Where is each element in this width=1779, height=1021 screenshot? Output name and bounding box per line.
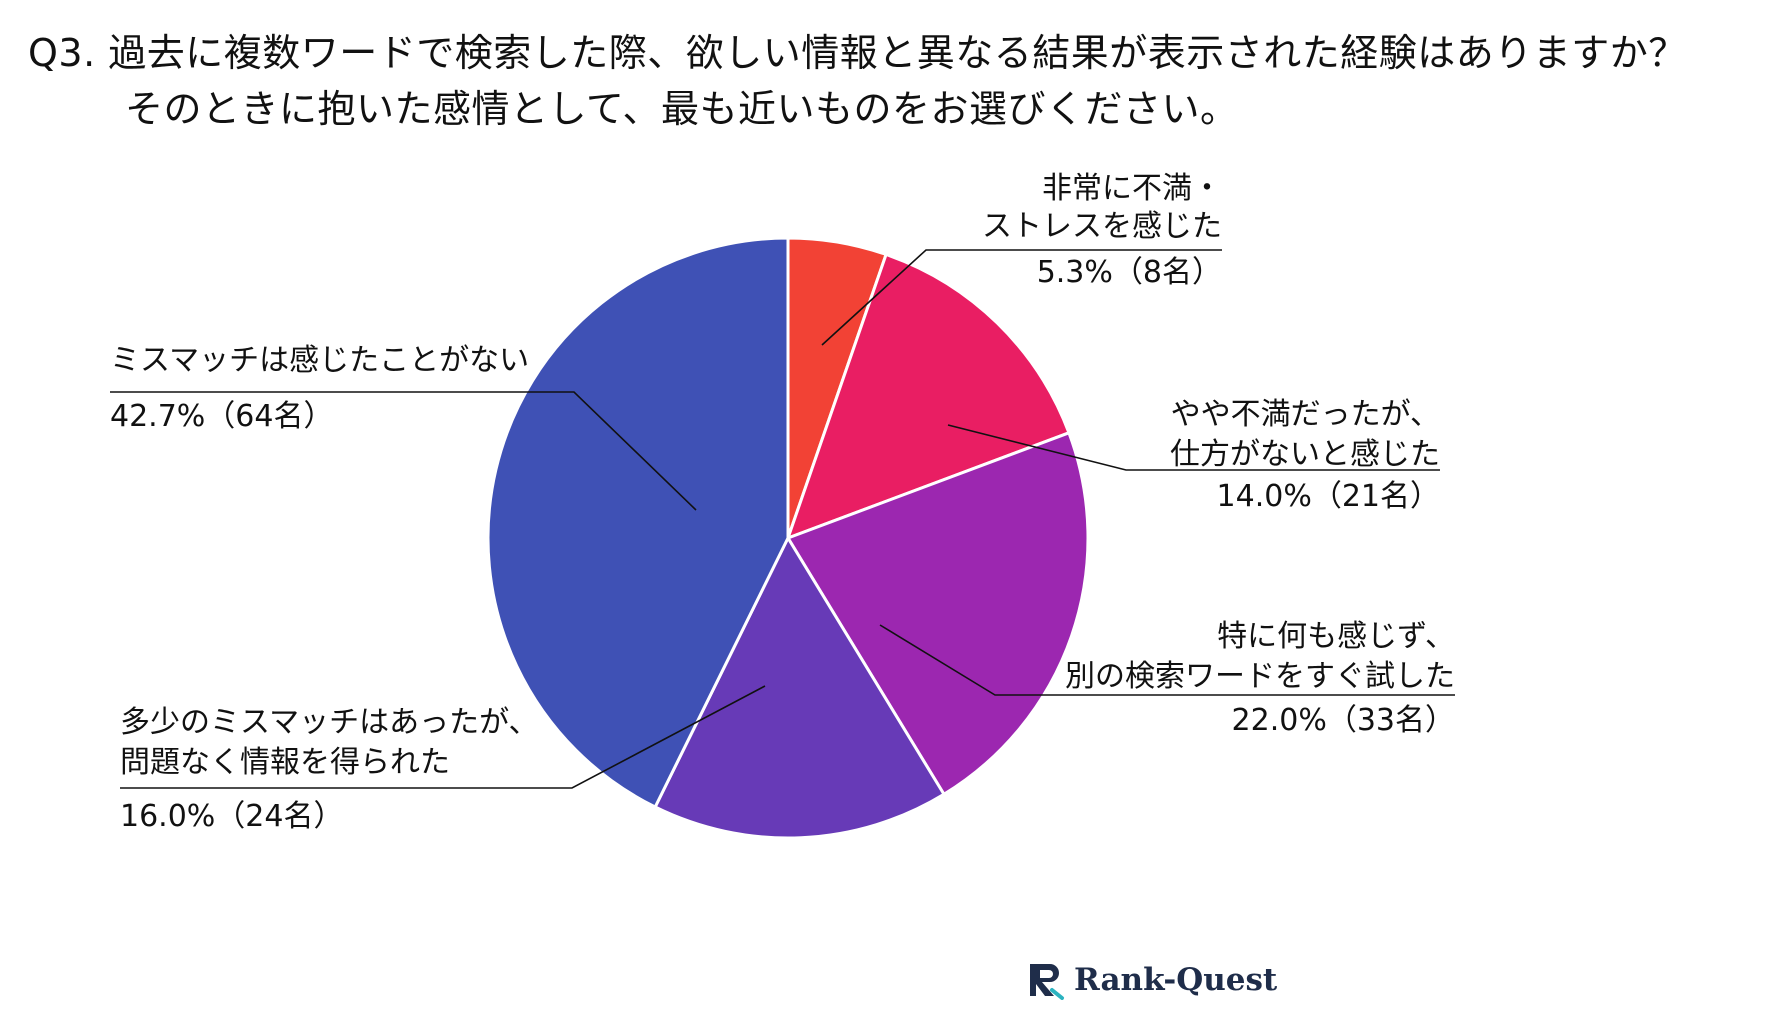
slice-label-no-feeling-retried-line-2: 別の検索ワードをすぐ試した bbox=[1065, 659, 1455, 694]
slice-label-minor-mismatch-ok-line-2: 問題なく情報を得られた bbox=[120, 745, 450, 780]
slice-value-never-mismatch: 42.7%（64名） bbox=[110, 399, 333, 434]
slice-value-no-feeling-retried: 22.0%（33名） bbox=[1232, 703, 1455, 738]
slice-label-somewhat-dissatisfied-line-1: やや不満だったが、 bbox=[1171, 397, 1440, 432]
slice-label-somewhat-dissatisfied-line-2: 仕方がないと感じた bbox=[1170, 437, 1440, 472]
slice-value-minor-mismatch-ok: 16.0%（24名） bbox=[120, 799, 343, 834]
chart-title-line-2: そのときに抱いた感情として、最も近いものをお選びください。 bbox=[125, 87, 1239, 131]
slice-value-very-dissatisfied: 5.3%（8名） bbox=[1037, 255, 1222, 290]
slice-label-no-feeling-retried-line-1: 特に何も感じず、 bbox=[1217, 619, 1455, 654]
leader-line-minor-mismatch-ok bbox=[120, 685, 766, 789]
pie-slice-never-mismatch bbox=[486, 236, 790, 809]
pie-slice-minor-mismatch-ok bbox=[653, 536, 946, 840]
slice-label-minor-mismatch-ok-line-1: 多少のミスマッチはあったが、 bbox=[120, 705, 539, 740]
leader-line-never-mismatch bbox=[110, 391, 697, 511]
slice-value-somewhat-dissatisfied: 14.0%（21名） bbox=[1217, 479, 1440, 514]
leader-lines bbox=[110, 249, 1455, 789]
slice-label-never-mismatch-line-1: ミスマッチは感じたことがない bbox=[110, 343, 529, 378]
pie-slice-no-feeling-retried bbox=[786, 431, 1090, 796]
leader-line-very-dissatisfied bbox=[821, 249, 1222, 346]
slice-labels: 非常に不満・ストレスを感じた 5.3%（8名） やや不満だったが、仕方がないと感じた… bbox=[110, 171, 1455, 834]
rank-quest-logo: Rank-Quest bbox=[1028, 960, 1277, 1000]
logo-text: Rank-Quest bbox=[1074, 962, 1278, 998]
slice-label-very-dissatisfied-line-2: ストレスを感じた bbox=[982, 209, 1222, 244]
leader-line-somewhat-dissatisfied bbox=[947, 424, 1440, 471]
chart-title-line-1: Q3. 過去に複数ワードで検索した際、欲しい情報と異なる結果が表示された経験はあ… bbox=[28, 31, 1687, 75]
slice-label-very-dissatisfied-line-1: 非常に不満・ bbox=[1042, 171, 1222, 206]
pie-slices bbox=[486, 236, 1090, 840]
leader-line-no-feeling-retried bbox=[879, 624, 1455, 696]
rank-quest-logo-icon bbox=[1030, 964, 1064, 1000]
